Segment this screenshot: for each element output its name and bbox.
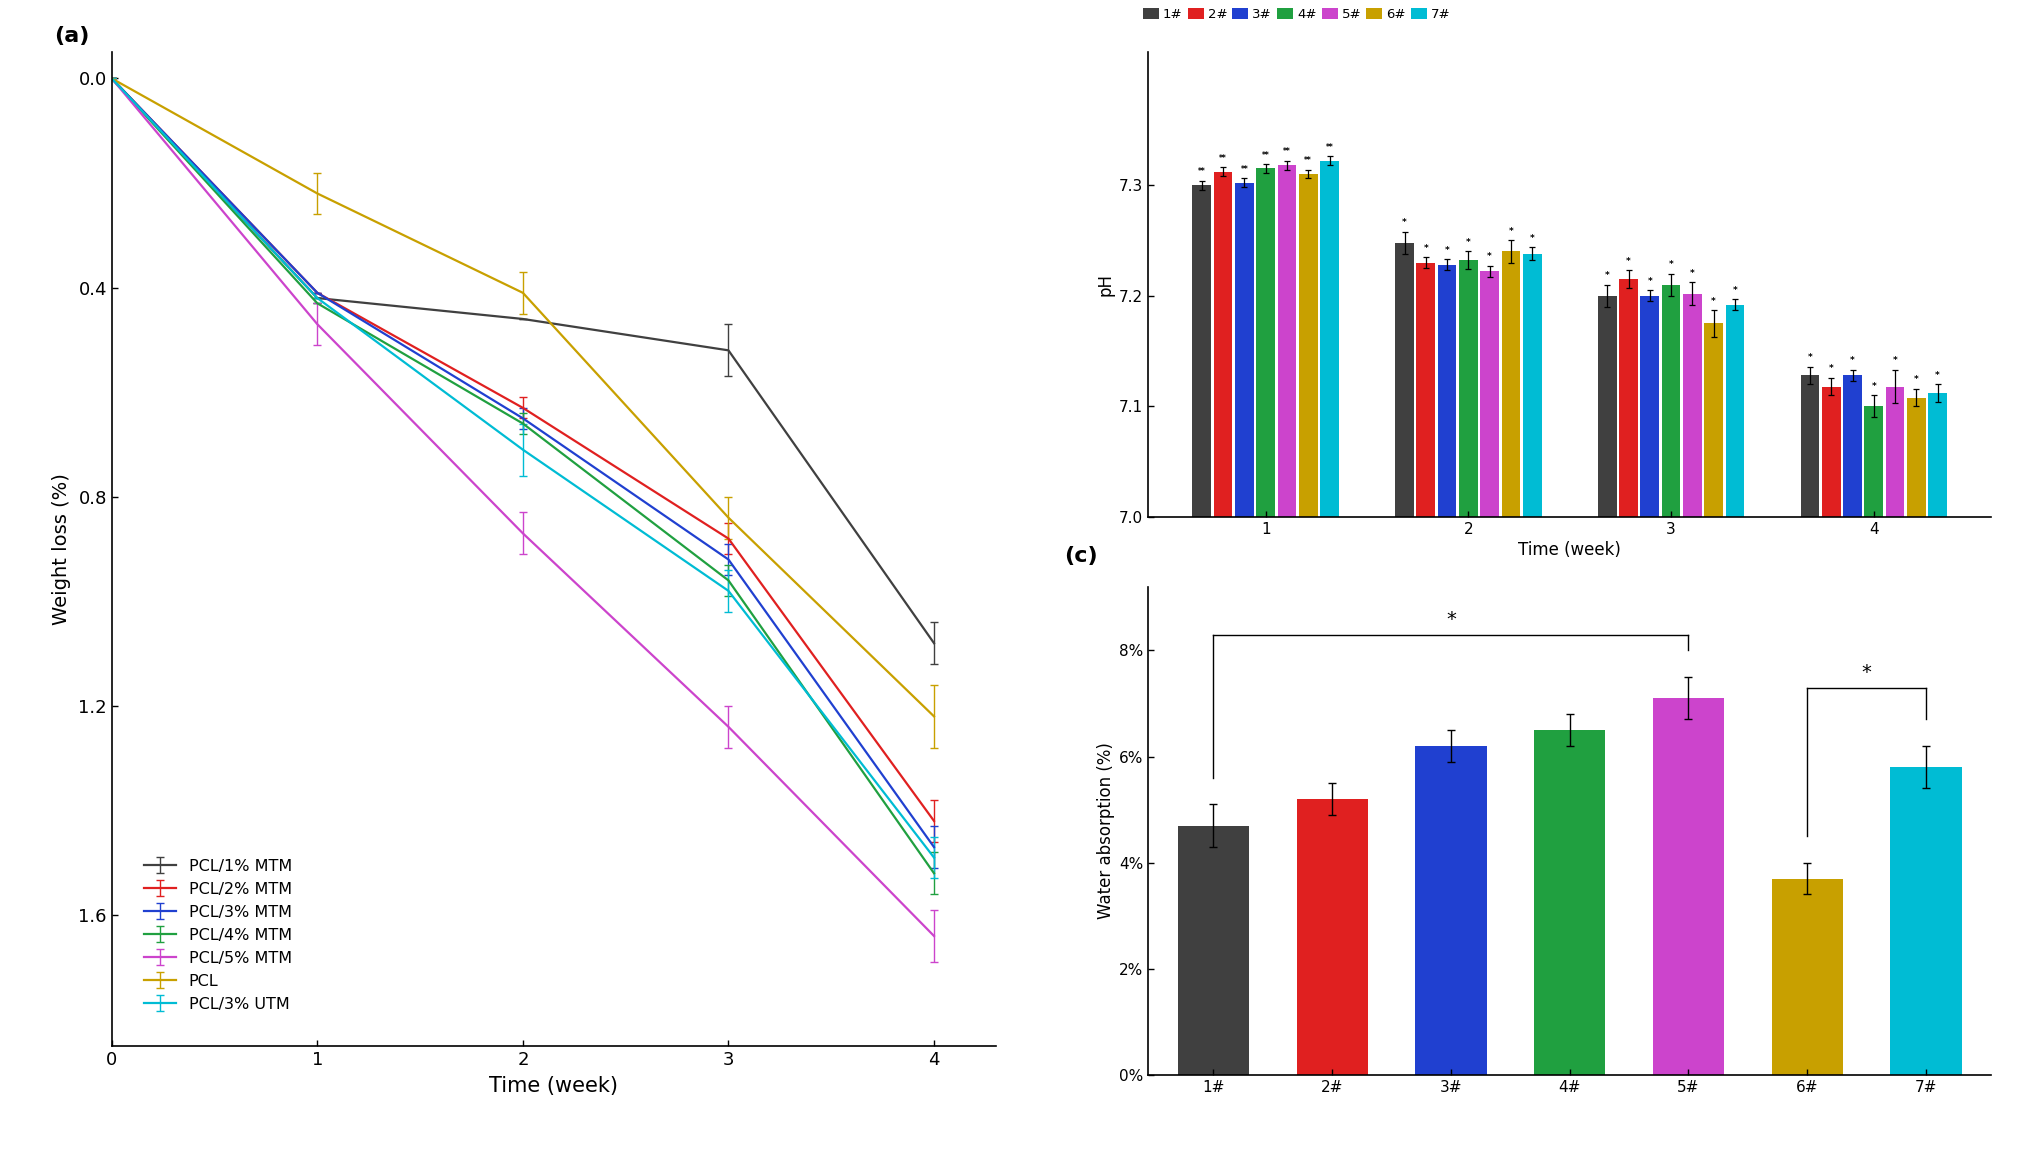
Bar [1620,279,1638,517]
Bar [1865,407,1884,517]
Bar [1886,387,1904,517]
Bar [1179,825,1250,1075]
Y-axis label: Weight loss (%): Weight loss (%) [53,473,71,625]
Bar [1416,746,1487,1075]
Y-axis label: pH: pH [1097,273,1116,296]
Text: *: * [1668,260,1674,270]
Bar [1522,253,1542,517]
Text: **: ** [1240,165,1248,174]
Bar [1278,165,1296,517]
Bar [1823,387,1841,517]
Text: *: * [1402,218,1406,227]
Bar [1800,375,1819,517]
Text: **: ** [1325,143,1333,152]
Bar [1296,799,1368,1075]
Bar [1725,304,1743,517]
Legend: 1#, 2#, 3#, 4#, 5#, 6#, 7#: 1#, 2#, 3#, 4#, 5#, 6#, 7# [1138,3,1455,27]
Bar [1193,185,1211,517]
Y-axis label: Water absorption (%): Water absorption (%) [1097,743,1116,919]
Text: *: * [1424,244,1428,252]
Bar [1772,878,1843,1075]
Bar [1416,263,1435,517]
Bar [1479,272,1500,517]
Bar [1705,323,1723,517]
Text: *: * [1711,296,1715,306]
Text: **: ** [1262,151,1270,159]
Text: *: * [1465,238,1471,248]
Bar [1439,265,1457,517]
Text: *: * [1648,277,1652,286]
Text: *: * [1733,286,1737,295]
Text: **: ** [1305,156,1313,165]
Text: **: ** [1282,148,1290,157]
Text: *: * [1808,353,1813,363]
Text: *: * [1691,270,1695,278]
Text: **: ** [1219,153,1227,163]
Text: *: * [1871,382,1876,390]
Text: *: * [1445,246,1449,254]
Bar [1235,182,1254,517]
Text: **: ** [1199,167,1205,177]
Bar [1928,393,1947,517]
X-axis label: Time (week): Time (week) [1518,541,1622,559]
Bar [1321,160,1339,517]
Text: *: * [1487,252,1491,261]
Bar [1502,251,1520,517]
Text: (a): (a) [55,27,89,46]
Text: *: * [1861,664,1871,682]
X-axis label: Time (week): Time (week) [490,1076,618,1096]
Bar [1534,730,1605,1075]
Text: *: * [1447,610,1455,630]
Text: *: * [1530,234,1534,243]
Text: *: * [1934,371,1941,380]
Bar [1597,296,1617,517]
Bar [1396,243,1414,517]
Text: *: * [1914,375,1918,385]
Bar [1682,294,1701,517]
Text: *: * [1892,357,1898,366]
Bar [1459,260,1477,517]
Bar [1213,172,1233,517]
Legend: PCL/1% MTM, PCL/2% MTM, PCL/3% MTM, PCL/4% MTM, PCL/5% MTM, PCL, PCL/3% UTM: PCL/1% MTM, PCL/2% MTM, PCL/3% MTM, PCL/… [138,852,299,1018]
Bar [1843,375,1861,517]
Text: (c): (c) [1065,546,1097,566]
Bar [1662,285,1680,517]
Bar [1890,767,1961,1075]
Text: *: * [1829,364,1833,373]
Bar [1298,174,1317,517]
Text: *: * [1508,227,1514,236]
Text: *: * [1849,357,1855,366]
Bar [1906,397,1926,517]
Bar [1256,168,1274,517]
Bar [1640,296,1660,517]
Text: *: * [1605,271,1609,280]
Text: *: * [1626,257,1632,266]
Bar [1652,698,1723,1075]
